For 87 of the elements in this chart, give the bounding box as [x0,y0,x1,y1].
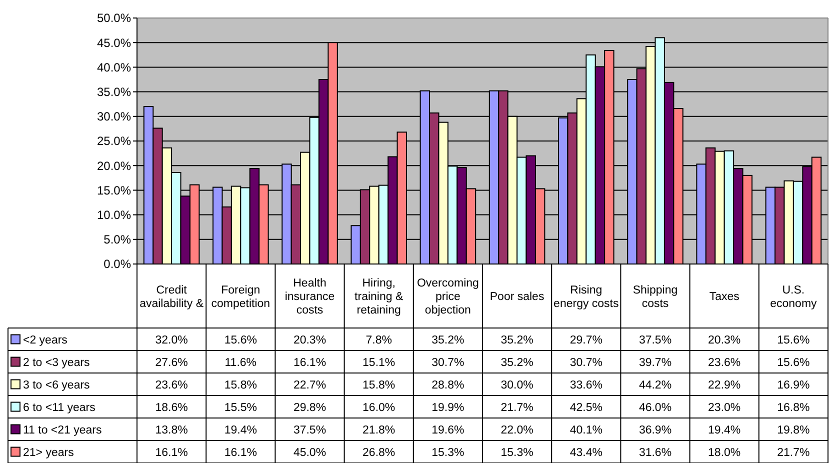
data-label: 19.4% [708,424,741,436]
legend-label: 6 to <11 years [23,402,96,414]
y-tick-label: 50.0% [96,11,132,26]
x-tick-label: Health insurance costs [284,278,335,317]
data-label: 27.6% [155,356,188,369]
data-label: 26.8% [362,446,396,459]
data-label: 20.3% [708,334,741,346]
y-tick-label: 25.0% [96,134,132,148]
data-label: 16.8% [777,402,810,414]
data-label: 15.1% [362,356,396,369]
data-label: 23.6% [155,379,188,392]
x-tick-label: Rising energy costs [554,284,619,310]
data-label: 44.2% [638,379,672,392]
y-tick-label: 45.0% [96,36,132,50]
y-tick-label: 0.0% [104,257,132,272]
data-label: 11.6% [224,356,257,369]
data-label: 19.6% [432,424,464,436]
x-tick-label: U.S. economy [770,284,818,310]
data-label: 35.2% [432,334,464,346]
data-label: 21.7% [500,402,534,414]
x-tick-label: Shipping costs [632,284,678,310]
y-tick-label: 5.0% [104,232,132,247]
data-label: 33.6% [570,379,602,392]
legend-label: 11 to <21 years [23,424,102,436]
data-label: 15.6% [777,334,810,346]
data-label: 20.3% [293,334,326,346]
data-label: 39.7% [638,356,672,369]
data-label: 15.6% [777,356,810,369]
data-label: 30.7% [570,356,602,369]
data-label: 19.8% [777,424,810,436]
data-label: 23.6% [708,356,741,369]
data-label: 32.0% [155,334,188,346]
legend-label: 3 to <6 years [23,379,90,392]
data-label: 7.8% [366,334,392,346]
x-tick-label: Poor sales [490,291,544,304]
data-label: 35.2% [500,356,534,369]
data-label: 21.8% [362,424,396,436]
data-label: 18.6% [155,402,188,414]
data-label: 15.8% [362,379,396,392]
data-label: 16.9% [777,379,810,392]
data-label: 15.6% [224,334,257,346]
legend-label: <2 years [23,334,68,346]
data-label: 22.7% [293,379,326,392]
y-tick-label: 10.0% [96,208,132,222]
x-tick-label: Overcoming price objection [416,278,479,317]
x-tick-label: Foreign competition [211,284,270,310]
data-label: 22.0% [500,424,534,436]
data-label: 31.6% [638,446,672,459]
data-label: 15.3% [500,446,534,459]
data-label: 40.1% [570,424,602,436]
data-label: 28.8% [432,379,464,392]
y-tick-label: 30.0% [96,110,132,124]
data-label: 16.1% [224,446,257,459]
legend-label: 2 to <3 years [23,356,90,369]
data-label: 29.7% [570,334,602,346]
data-label: 19.4% [224,424,257,436]
x-tick-label: Hiring, training & retaining [354,278,404,317]
x-tick-label: Credit availability & [140,284,204,310]
data-label: 13.8% [155,424,188,436]
data-label: 16.1% [155,446,188,459]
data-label: 43.4% [570,446,602,459]
data-label: 19.9% [432,402,464,414]
data-label: 37.5% [293,424,326,436]
data-label: 35.2% [500,334,534,346]
data-label: 16.0% [362,402,396,414]
data-label: 30.0% [500,379,534,392]
data-label: 22.9% [708,379,741,392]
y-tick-label: 40.0% [96,60,132,74]
legend-label: 21> years [23,446,74,459]
data-label: 15.5% [224,402,257,414]
y-tick-label: 15.0% [96,183,132,198]
y-tick-label: 20.0% [96,158,132,173]
data-label: 30.7% [432,356,464,369]
y-tick-label: 35.0% [96,85,132,99]
data-label: 36.9% [638,424,672,436]
data-label: 23.0% [708,402,741,414]
x-tick-label: Taxes [709,291,740,304]
data-label: 42.5% [570,402,602,414]
data-label: 18.0% [708,446,741,459]
data-label: 46.0% [638,402,672,414]
data-label: 15.8% [224,379,257,392]
data-label: 21.7% [777,446,810,459]
data-label: 15.3% [432,446,464,459]
data-label: 37.5% [638,334,672,346]
data-label: 29.8% [293,402,326,414]
data-label: 45.0% [293,446,326,459]
data-label: 16.1% [293,356,326,369]
